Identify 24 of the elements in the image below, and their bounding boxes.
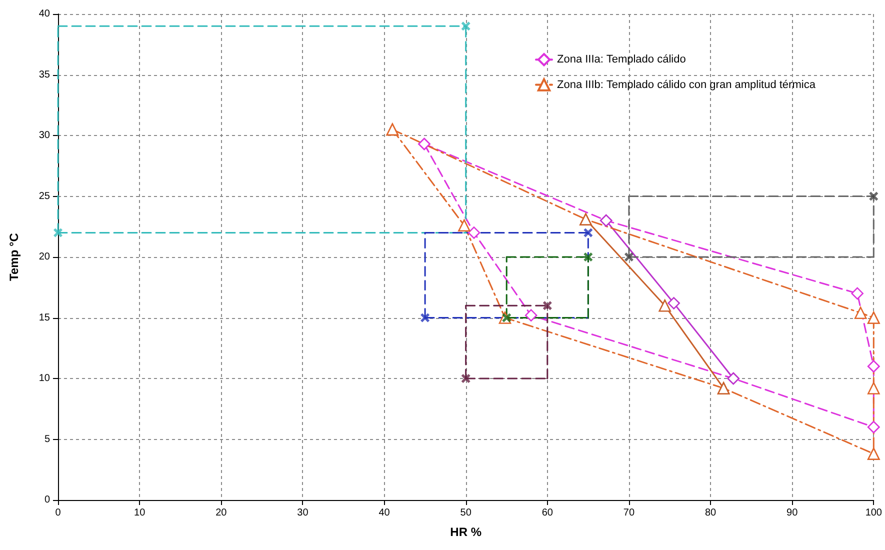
y-tick-label: 40: [38, 8, 50, 20]
x-tick-label: 70: [623, 508, 635, 518]
y-tick-label: 15: [38, 312, 50, 324]
legend-label: Zona IIIb: Templado cálido con gran amplitud térmica: [557, 78, 816, 91]
x-tick-label: 80: [704, 508, 717, 518]
legend-label: Zona IIIa: Templado cálido: [557, 54, 686, 66]
y-tick-label: 20: [38, 252, 50, 262]
x-tick-label: 40: [378, 508, 390, 518]
y-tick-label: 35: [38, 69, 50, 80]
y-tick-label: 0: [44, 494, 50, 506]
x-axis-title: HR %: [450, 525, 482, 539]
x-tick-label: 20: [216, 508, 228, 518]
x-tick-label: 50: [460, 508, 472, 518]
x-tick-label: 0: [55, 508, 62, 518]
y-tick-label: 30: [38, 130, 50, 141]
x-tick-label: 10: [134, 508, 146, 518]
y-tick-label: 10: [38, 373, 50, 384]
x-tick-label: 60: [542, 508, 554, 518]
x-tick-label: 30: [297, 508, 309, 518]
x-tick-label: 90: [786, 508, 798, 518]
y-tick-label: 5: [44, 434, 50, 445]
y-axis-title: Temp °C: [7, 232, 21, 281]
x-tick-label: 100: [865, 508, 882, 518]
y-tick-label: 25: [38, 190, 50, 202]
